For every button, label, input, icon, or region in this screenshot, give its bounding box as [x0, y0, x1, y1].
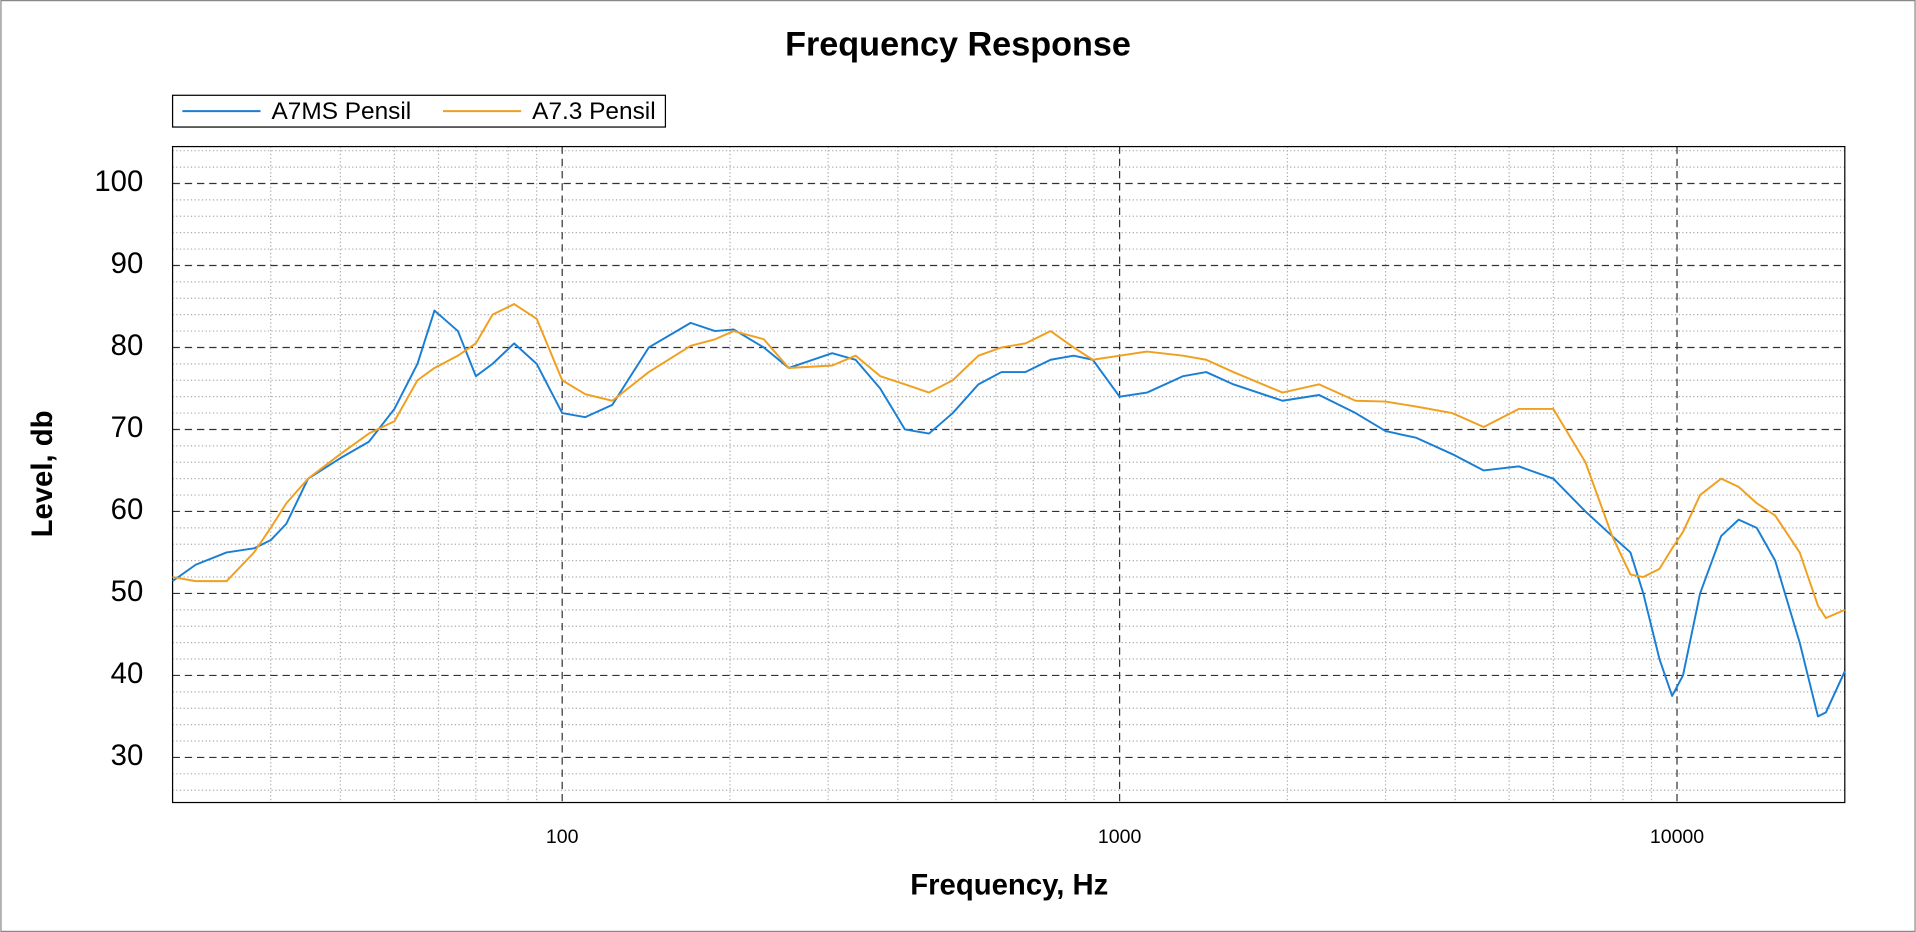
series-line [172, 303, 1846, 620]
legend-label: A7MS Pensil [272, 98, 412, 125]
chart-title: Frequency Response [785, 25, 1131, 63]
plot-area [172, 146, 1845, 803]
y-tick-label: 100 [94, 165, 143, 198]
y-tick-label: 90 [111, 247, 144, 280]
x-tick-label: 1000 [1098, 826, 1142, 848]
legend: A7MS Pensil A7.3 Pensil [171, 94, 667, 128]
y-tick-label: 80 [111, 329, 144, 362]
series-line [172, 309, 1846, 718]
plot-border [171, 145, 1846, 804]
grid: 30 40 50 60 70 80 90 100 100 1000 10000 [94, 145, 1846, 848]
y-tick-label: 50 [111, 575, 144, 608]
y-tick-label: 60 [111, 493, 144, 526]
y-axis-label: Level, db [26, 410, 59, 537]
x-tick-label: 100 [546, 826, 579, 848]
x-tick-label: 10000 [1650, 826, 1704, 848]
y-tick-label: 40 [111, 657, 144, 690]
x-axis-label: Frequency, Hz [910, 869, 1108, 902]
y-tick-label: 70 [111, 411, 144, 444]
y-tick-label: 30 [111, 739, 144, 772]
lines [172, 303, 1846, 718]
legend-label: A7.3 Pensil [532, 98, 655, 125]
